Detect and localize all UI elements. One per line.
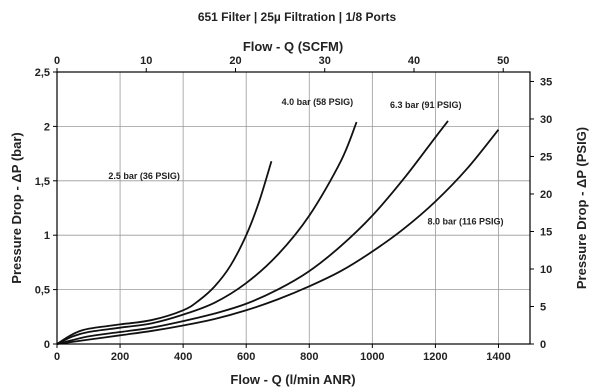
y-tick-label: 0 (44, 339, 50, 351)
y2-tick-label: 0 (540, 339, 546, 351)
x2-axis-title: Flow - Q (SCFM) (243, 39, 343, 54)
grid-layer (56, 71, 530, 345)
x-tick-label: 400 (174, 351, 192, 363)
x-tick-label: 1200 (423, 351, 447, 363)
series-label-1: 2.5 bar (36 PSIG) (108, 171, 180, 181)
y-tick-label: 0,5 (35, 285, 50, 297)
y2-tick-label: 30 (540, 114, 552, 126)
x-tick-label: 1000 (360, 351, 384, 363)
x-tick-label: 600 (237, 351, 255, 363)
series-label-2: 4.0 bar (58 PSIG) (282, 97, 354, 107)
x-axis-title: Flow - Q (l/min ANR) (230, 372, 355, 387)
y-tick-label: 2 (44, 121, 50, 133)
x-tick-label: 800 (300, 351, 318, 363)
y2-tick-label: 35 (540, 76, 552, 88)
plot-frame (56, 71, 531, 345)
x2-tick-label: 50 (497, 55, 509, 67)
y-tick-label: 2,5 (35, 67, 50, 79)
x-tick-label: 1400 (486, 351, 510, 363)
y2-tick-label: 20 (540, 189, 552, 201)
x-tick-label: 0 (54, 351, 60, 363)
y2-tick-label: 5 (540, 301, 546, 313)
x2-tick-label: 30 (319, 55, 331, 67)
x2-tick-label: 0 (54, 55, 60, 67)
y-tick-label: 1 (44, 230, 50, 242)
series-line-2 (56, 121, 358, 345)
x2-tick-label: 40 (408, 55, 420, 67)
series-line-1 (56, 160, 273, 345)
curves-layer (56, 120, 500, 345)
series-line-4 (56, 129, 500, 345)
x2-tick-label: 10 (140, 55, 152, 67)
y2-tick-label: 15 (540, 226, 552, 238)
x2-tick-label: 20 (229, 55, 241, 67)
y-tick-label: 1,5 (35, 176, 50, 188)
y2-tick-label: 10 (540, 264, 552, 276)
x-tick-label: 200 (111, 351, 129, 363)
series-label-3: 6.3 bar (91 PSIG) (390, 100, 462, 110)
curve-labels-layer: 2.5 bar (36 PSIG) 4.0 bar (58 PSIG) 6.3 ba… (108, 97, 503, 227)
y-axis-title: Pressure Drop - ΔP (bar) (9, 132, 24, 283)
series-label-4: 8.0 bar (116 PSIG) (428, 217, 504, 227)
y2-tick-label: 25 (540, 151, 552, 163)
chart-title: 651 Filter | 25µ Filtration | 1/8 Ports (198, 10, 397, 24)
y2-axis-title: Pressure Drop - ΔP (PSIG) (574, 127, 589, 289)
series-line-3 (56, 120, 449, 345)
